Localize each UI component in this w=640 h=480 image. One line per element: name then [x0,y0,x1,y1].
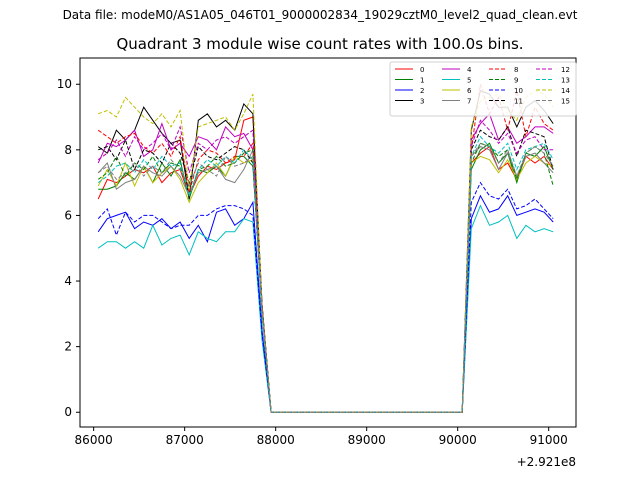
series-line-3 [97,90,554,413]
legend-label-4: 4 [467,66,472,74]
y-tick-label: 4 [64,274,72,288]
series-line-5 [97,204,554,413]
legend-label-0: 0 [420,66,424,74]
legend-label-3: 3 [420,98,424,106]
x-offset-label: +2.921e8 [517,455,576,469]
y-tick-label: 6 [64,208,72,222]
legend-label-15: 15 [561,98,570,106]
y-tick-label: 0 [64,405,72,419]
series-line-1 [98,142,554,413]
series-line-6 [97,155,554,413]
x-tick-label: 91000 [530,433,568,447]
legend-label-13: 13 [561,77,570,85]
y-tick-label: 2 [64,340,72,354]
legend-label-6: 6 [467,87,472,95]
data-file-suptitle: Data file: modeM0/AS1A05_046T01_90000028… [62,8,578,22]
legend-label-1: 1 [420,77,424,85]
legend-label-2: 2 [420,87,424,95]
series-line-12 [97,119,554,413]
series-line-9 [97,142,554,413]
legend-label-10: 10 [514,87,523,95]
y-tick-label: 8 [64,143,72,157]
x-tick-label: 88000 [257,433,295,447]
series-line-15 [97,142,554,413]
legend-label-9: 9 [514,77,518,85]
plot-frame [79,57,577,428]
legend-label-11: 11 [514,98,523,106]
y-tick-label: 10 [57,77,72,91]
series-line-10 [97,181,554,413]
legend-box [389,61,577,117]
series-line-7 [97,146,554,413]
legend-label-12: 12 [561,66,570,74]
x-tick-label: 86000 [75,433,113,447]
x-tick-label: 89000 [348,433,386,447]
legend-label-8: 8 [514,66,518,74]
legend-label-5: 5 [467,77,471,85]
x-tick-label: 90000 [439,433,477,447]
legend-label-7: 7 [467,98,471,106]
series-line-2 [97,194,554,413]
legend-label-14: 14 [561,87,570,95]
chart-title: Quadrant 3 module wise count rates with … [116,35,524,53]
x-tick-label: 87000 [166,433,204,447]
